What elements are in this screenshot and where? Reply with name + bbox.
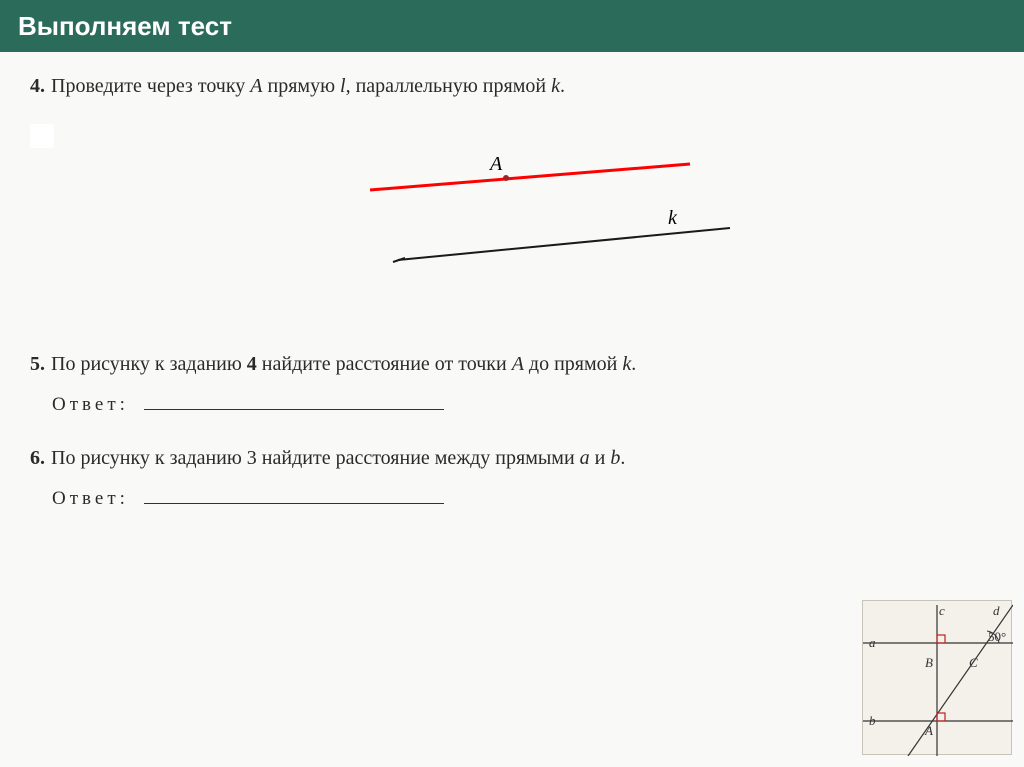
q5-line-k: k	[622, 353, 631, 375]
q5-text-3: до прямой	[524, 353, 622, 375]
q4-text-3: , параллельную прямой	[346, 75, 551, 97]
inset-label-c: c	[939, 603, 945, 618]
q5-text-1: По рисунку к заданию	[51, 353, 247, 375]
q6-line-a: a	[580, 447, 590, 469]
inset-label-b: b	[869, 713, 876, 728]
answer-5: Ответ:	[52, 394, 994, 416]
line-k	[398, 228, 730, 260]
answer-6: Ответ:	[52, 488, 994, 510]
q4-text-end: .	[560, 75, 565, 97]
q6-line-b: b	[610, 447, 620, 469]
q4-point-A: A	[250, 75, 262, 97]
q6-text-2: и	[590, 447, 611, 469]
question-6: 6. По рисунку к заданию 3 найдите расстоя…	[30, 444, 994, 472]
answer-5-label: Ответ:	[52, 394, 129, 415]
q6-number: 6.	[30, 447, 45, 469]
inset-label-C: C	[969, 655, 978, 670]
q4-number: 4.	[30, 75, 45, 97]
inset-label-a: a	[869, 635, 876, 650]
q4-text-2: прямую	[263, 75, 341, 97]
inset-angle-mark-1	[937, 635, 945, 643]
q5-text-end: .	[631, 353, 636, 375]
answer-5-blank[interactable]	[144, 394, 444, 410]
inset-label-B: B	[925, 655, 933, 670]
header-bar: Выполняем тест	[0, 0, 1024, 52]
q5-text-2: найдите расстояние от точки	[257, 353, 512, 375]
figure-q4: A k	[30, 120, 994, 320]
q5-point-A: A	[512, 353, 524, 375]
label-k: k	[668, 207, 678, 229]
q4-line-k: k	[551, 75, 560, 97]
inset-line-d	[908, 605, 1013, 756]
q5-number: 5.	[30, 353, 45, 375]
answer-6-blank[interactable]	[144, 488, 444, 504]
inset-label-A: A	[924, 723, 933, 738]
line-l	[370, 164, 690, 190]
q4-text-1: Проведите через точку	[51, 75, 250, 97]
q6-text-end: .	[620, 447, 625, 469]
label-A: A	[488, 153, 503, 175]
point-A-dot	[503, 175, 509, 181]
figure-inset: c d a b B C A 50°	[862, 600, 1012, 755]
question-4: 4.Проведите через точку A прямую l, пара…	[30, 72, 994, 100]
header-title: Выполняем тест	[18, 11, 232, 42]
question-5: 5. По рисунку к заданию 4 найдите расстоя…	[30, 350, 994, 378]
inset-label-d: d	[993, 603, 1000, 618]
figure-inset-svg: c d a b B C A 50°	[863, 601, 1013, 756]
figure-q4-canvas: A k	[30, 120, 990, 320]
answer-6-label: Ответ:	[52, 488, 129, 509]
q5-ref: 4	[247, 353, 257, 375]
inset-angle-mark-2	[937, 713, 945, 721]
inset-label-angle: 50°	[988, 629, 1006, 644]
q6-text-1: По рисунку к заданию 3 найдите расстояни…	[51, 447, 580, 469]
content-area: 4.Проведите через точку A прямую l, пара…	[0, 52, 1024, 767]
